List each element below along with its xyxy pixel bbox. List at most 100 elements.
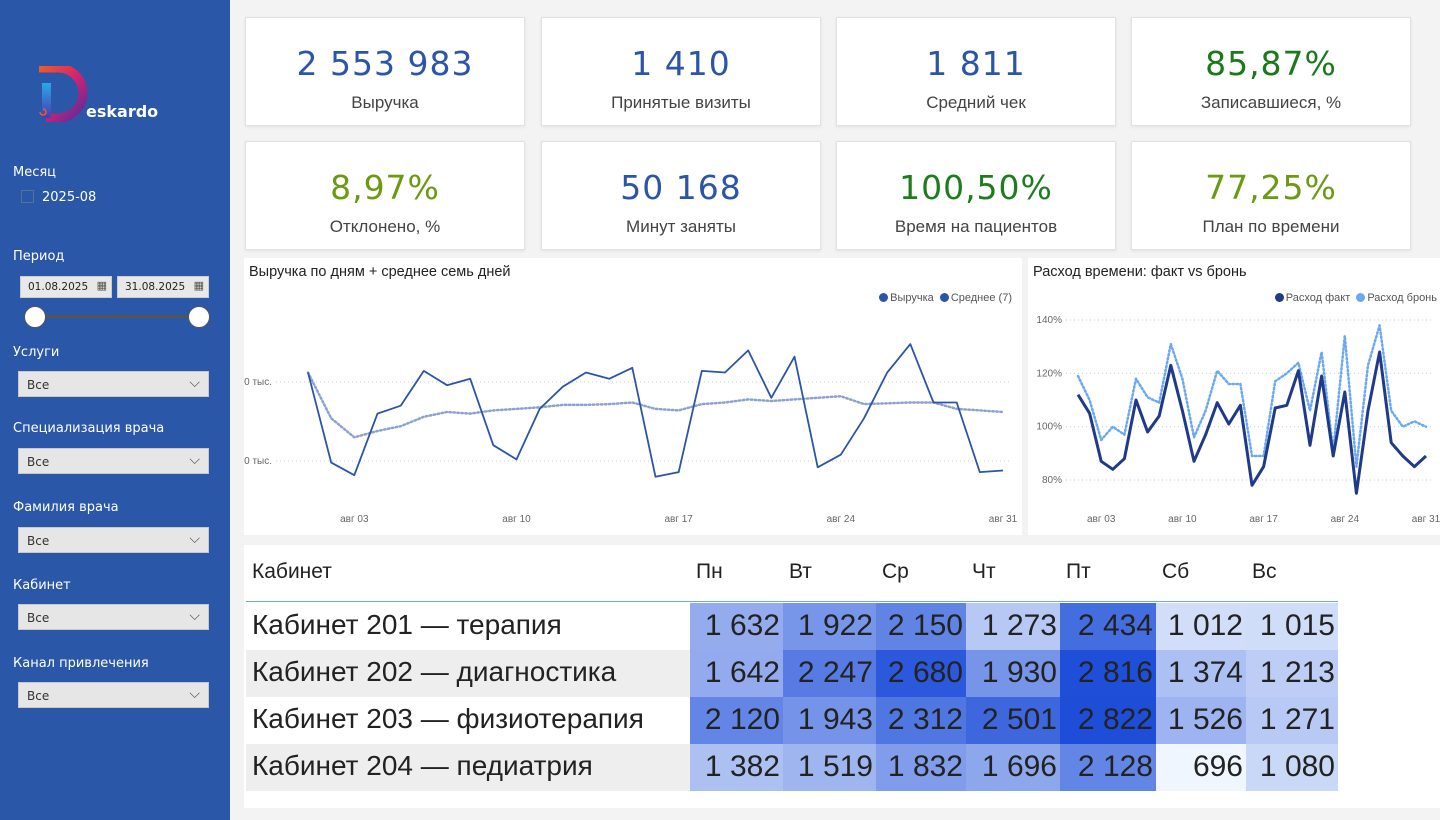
time-chart-legend: Расход факт Расход бронь bbox=[1274, 292, 1437, 304]
table-cell: 1 519 bbox=[783, 744, 876, 791]
x-tick-label: авг 10 bbox=[502, 514, 531, 525]
legend-label: Расход факт bbox=[1285, 292, 1351, 304]
kpi-card: 2 553 983 Выручка bbox=[245, 17, 525, 126]
kpi-card: 1 410 Принятые визиты bbox=[541, 17, 821, 126]
kpi-label: Время на пациентов bbox=[894, 217, 1058, 236]
table-cell: 1 832 bbox=[876, 744, 966, 791]
x-tick-label: авг 17 bbox=[664, 514, 693, 525]
table-header-day: Ср bbox=[882, 560, 909, 583]
channel-filter-label: Канал привлечения bbox=[13, 656, 149, 671]
table-cell: 1 642 bbox=[690, 650, 783, 697]
period-slider-start-handle[interactable] bbox=[24, 306, 46, 328]
table-cell: 1 943 bbox=[783, 697, 876, 744]
month-option[interactable]: 2025-08 bbox=[42, 190, 97, 205]
table-cell: 1 526 bbox=[1156, 697, 1246, 744]
kpi-card: 50 168 Минут заняты bbox=[541, 141, 821, 250]
legend-dot bbox=[879, 293, 889, 302]
dropdown-value: Все bbox=[27, 611, 50, 625]
month-checkbox[interactable] bbox=[21, 190, 34, 203]
kpi-label: Записавшиеся, % bbox=[1200, 93, 1342, 112]
table-cell: 2 312 bbox=[876, 697, 966, 744]
chevron-down-icon: ⌵ bbox=[189, 452, 200, 468]
header-divider bbox=[246, 601, 1338, 602]
x-tick-label: авг 31 bbox=[989, 514, 1018, 525]
x-tick-label: авг 03 bbox=[1087, 514, 1116, 525]
series-line-average bbox=[306, 371, 1005, 439]
series-line-average bbox=[1076, 324, 1428, 468]
cabinet-filter-label: Кабинет bbox=[13, 578, 71, 593]
services-filter-label: Услуги bbox=[13, 345, 60, 360]
doctor-filter-label: Фамилия врача bbox=[13, 500, 119, 515]
table-cell: 696 bbox=[1156, 744, 1246, 791]
table-row-label: Кабинет 202 — диагностика bbox=[246, 650, 690, 697]
deskardo-logo: eskardo bbox=[36, 63, 159, 123]
calendar-icon[interactable]: ▦ bbox=[96, 279, 107, 292]
filter-sidebar: eskardo Месяц 2025-08 Период 01.08.2025 ▦… bbox=[0, 0, 230, 820]
kpi-card: 85,87% Записавшиеся, % bbox=[1131, 17, 1411, 126]
kpi-label: Отклонено, % bbox=[329, 217, 441, 236]
kpi-value: 100,50% bbox=[899, 168, 1053, 207]
legend-dot bbox=[1274, 293, 1284, 302]
services-dropdown[interactable]: Все ⌵ bbox=[18, 371, 209, 397]
table-cell: 1 922 bbox=[783, 603, 876, 650]
y-tick-label: 140% bbox=[1036, 315, 1062, 326]
specialization-dropdown[interactable]: Все ⌵ bbox=[18, 448, 209, 474]
dropdown-value: Все bbox=[27, 455, 50, 469]
table-header-day: Вс bbox=[1252, 560, 1277, 583]
table-cell: 2 128 bbox=[1060, 744, 1156, 791]
table-header-day: Пн bbox=[696, 560, 723, 583]
y-tick-label: 50 тыс. bbox=[244, 456, 272, 467]
doctor-dropdown[interactable]: Все ⌵ bbox=[18, 527, 209, 553]
month-filter-label: Месяц bbox=[13, 165, 57, 180]
channel-dropdown[interactable]: Все ⌵ bbox=[18, 682, 209, 708]
table-cell: 2 150 bbox=[876, 603, 966, 650]
chevron-down-icon: ⌵ bbox=[189, 608, 200, 624]
legend-label: Выручка bbox=[890, 292, 934, 304]
kpi-value: 77,25% bbox=[1205, 168, 1337, 207]
date-to-input[interactable]: 31.08.2025 ▦ bbox=[117, 276, 209, 298]
table-cell: 2 501 bbox=[966, 697, 1060, 744]
kpi-card: 77,25% План по времени bbox=[1131, 141, 1411, 250]
kpi-value: 1 811 bbox=[926, 44, 1026, 83]
kpi-label: Принятые визиты bbox=[611, 93, 751, 112]
kpi-label: Средний чек bbox=[926, 93, 1026, 112]
table-cell: 2 822 bbox=[1060, 697, 1156, 744]
calendar-icon[interactable]: ▦ bbox=[193, 279, 204, 292]
kpi-value: 2 553 983 bbox=[296, 44, 474, 83]
kpi-card: 100,50% Время на пациентов bbox=[836, 141, 1116, 250]
revenue-chart-panel: Выручка по дням + среднее семь дней Выру… bbox=[244, 258, 1022, 535]
y-tick-label: 100% bbox=[1036, 422, 1062, 433]
kpi-label: Выручка bbox=[351, 93, 419, 112]
x-tick-label: авг 24 bbox=[827, 514, 856, 525]
kpi-label: План по времени bbox=[1202, 217, 1340, 236]
table-cell: 1 273 bbox=[966, 603, 1060, 650]
kpi-card: 8,97% Отклонено, % bbox=[245, 141, 525, 250]
table-cell: 2 680 bbox=[876, 650, 966, 697]
legend-label: Расход бронь bbox=[1367, 292, 1437, 304]
kpi-value: 8,97% bbox=[330, 168, 440, 207]
date-from-input[interactable]: 01.08.2025 ▦ bbox=[20, 276, 112, 298]
table-cell: 1 080 bbox=[1246, 744, 1338, 791]
table-cell: 1 012 bbox=[1156, 603, 1246, 650]
table-header-day: Сб bbox=[1162, 560, 1190, 583]
period-slider-track[interactable] bbox=[35, 315, 199, 318]
cabinet-dropdown[interactable]: Все ⌵ bbox=[18, 604, 209, 630]
revenue-chart-legend: Выручка Среднее (7) bbox=[879, 292, 1012, 304]
time-chart-title: Расход времени: факт vs бронь bbox=[1033, 264, 1247, 280]
table-cell: 1 213 bbox=[1246, 650, 1338, 697]
x-tick-label: авг 24 bbox=[1331, 514, 1360, 525]
x-tick-label: авг 03 bbox=[340, 514, 369, 525]
x-tick-label: авг 31 bbox=[1412, 514, 1440, 525]
specialization-filter-label: Специализация врача bbox=[13, 421, 165, 436]
table-header-day: Пт bbox=[1066, 560, 1091, 583]
kpi-card: 1 811 Средний чек bbox=[836, 17, 1116, 126]
revenue-chart-title: Выручка по дням + среднее семь дней bbox=[249, 264, 511, 280]
table-cell: 2 816 bbox=[1060, 650, 1156, 697]
table-cell: 1 930 bbox=[966, 650, 1060, 697]
period-slider-end-handle[interactable] bbox=[188, 306, 210, 328]
logo-text: eskardo bbox=[86, 102, 159, 121]
dropdown-value: Все bbox=[27, 534, 50, 548]
y-tick-label: 120% bbox=[1036, 368, 1062, 379]
table-cell: 1 015 bbox=[1246, 603, 1338, 650]
legend-dot bbox=[1356, 293, 1366, 302]
